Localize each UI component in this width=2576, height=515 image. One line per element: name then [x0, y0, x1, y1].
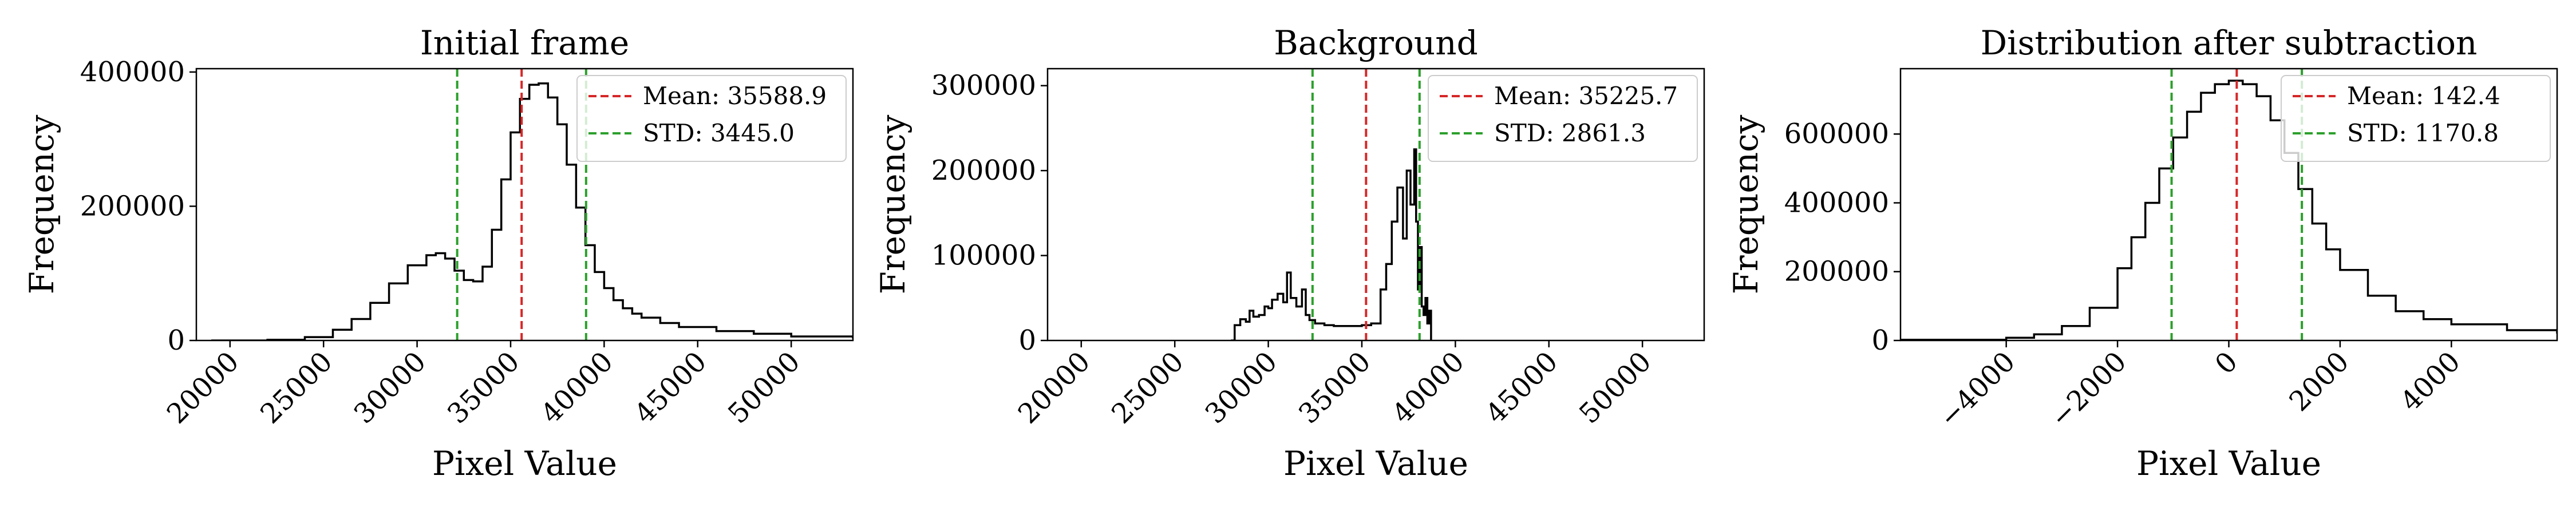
y-tick-label: 0	[167, 324, 185, 356]
plot-frame	[195, 68, 854, 342]
x-tick-label: −2000	[2044, 346, 2132, 434]
histogram-step-line	[1231, 148, 1432, 340]
legend-label: STD: 3445.0	[643, 119, 795, 147]
x-tick-label: 20000	[161, 346, 246, 430]
panel-initial-frame: Initial frame Pixel Value Frequency 0200…	[22, 23, 854, 483]
y-tick-label: 200000	[931, 154, 1036, 187]
x-tick-label: 45000	[1480, 346, 1564, 430]
y-tick-label: 0	[1018, 324, 1036, 356]
histogram-step-line	[211, 82, 853, 340]
x-tick-label: −4000	[1933, 346, 2021, 434]
x-tick-label: 20000	[1012, 346, 1097, 430]
legend: Mean: 142.4 STD: 1170.8	[2281, 75, 2551, 162]
legend-box	[576, 75, 847, 162]
x-axis-label: Pixel Value	[432, 444, 617, 483]
x-axis-label: Pixel Value	[2136, 444, 2321, 483]
x-tick-label: 0	[2209, 346, 2244, 381]
panel-title: Background	[1274, 23, 1477, 62]
x-tick-label: 25000	[1105, 346, 1190, 430]
x-tick-label: 45000	[629, 346, 713, 430]
y-tick-label: 400000	[80, 56, 185, 88]
x-tick-label: 30000	[1199, 346, 1284, 430]
y-axis-label: Frequency	[1726, 114, 1765, 294]
panel-distribution-after-subtraction: Distribution after subtraction Pixel Val…	[1726, 23, 2558, 483]
y-tick-label: 200000	[1784, 256, 1889, 288]
x-tick-label: 2000	[2283, 346, 2355, 418]
y-tick-label: 200000	[80, 190, 185, 222]
y-axis-label: Frequency	[22, 114, 61, 294]
x-tick-label: 30000	[348, 346, 433, 430]
panel-title: Distribution after subtraction	[1981, 23, 2478, 62]
x-tick-label: 50000	[722, 346, 807, 430]
y-tick-label: 600000	[1784, 118, 1889, 150]
panel-title: Initial frame	[420, 23, 629, 62]
x-axis-label: Pixel Value	[1283, 444, 1468, 483]
y-axis-label: Frequency	[874, 114, 912, 294]
y-tick-label: 0	[1871, 324, 1889, 356]
legend-box	[1428, 75, 1698, 162]
legend-label: Mean: 35588.9	[643, 82, 827, 110]
x-tick-label: 25000	[254, 346, 339, 430]
y-tick-label: 100000	[931, 240, 1036, 272]
y-tick-label: 400000	[1784, 187, 1889, 219]
panel-background: Background Pixel Value Frequency 0 100000…	[874, 23, 1705, 483]
plot-frame	[1046, 68, 1705, 342]
x-tick-label: 4000	[2395, 346, 2467, 418]
x-tick-label: 40000	[1386, 346, 1471, 430]
x-tick-label: 35000	[441, 346, 526, 430]
legend-box	[2281, 75, 2551, 162]
legend-label: STD: 1170.8	[2347, 119, 2499, 147]
legend-label: Mean: 142.4	[2347, 82, 2500, 110]
legend: Mean: 35225.7 STD: 2861.3	[1428, 75, 1698, 162]
x-tick-label: 50000	[1573, 346, 1658, 430]
x-tick-label: 35000	[1293, 346, 1377, 430]
legend-label: Mean: 35225.7	[1494, 82, 1678, 110]
x-tick-label: 40000	[535, 346, 619, 430]
y-tick-label: 300000	[931, 70, 1036, 102]
legend-label: STD: 2861.3	[1494, 119, 1646, 147]
legend: Mean: 35588.9 STD: 3445.0	[576, 75, 847, 162]
